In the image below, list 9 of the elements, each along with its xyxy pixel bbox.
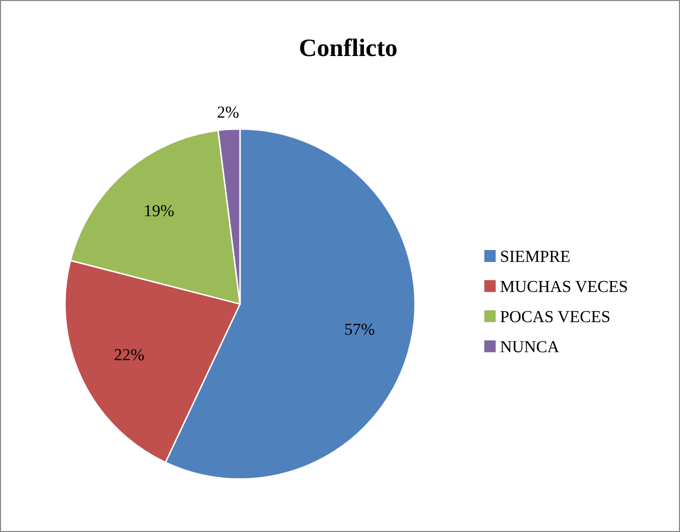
legend-label: SIEMPRE bbox=[501, 250, 570, 262]
legend-label: POCAS VECES bbox=[500, 311, 610, 322]
data-label: 19% bbox=[145, 205, 174, 216]
data-label: 2% bbox=[218, 106, 239, 118]
data-label: 22% bbox=[114, 349, 144, 360]
legend-label: NUNCA bbox=[500, 341, 560, 352]
chart-title: Conflicto bbox=[300, 38, 397, 56]
data-label: 57% bbox=[345, 324, 374, 335]
legend-label: MUCHAS VECES bbox=[500, 280, 627, 292]
